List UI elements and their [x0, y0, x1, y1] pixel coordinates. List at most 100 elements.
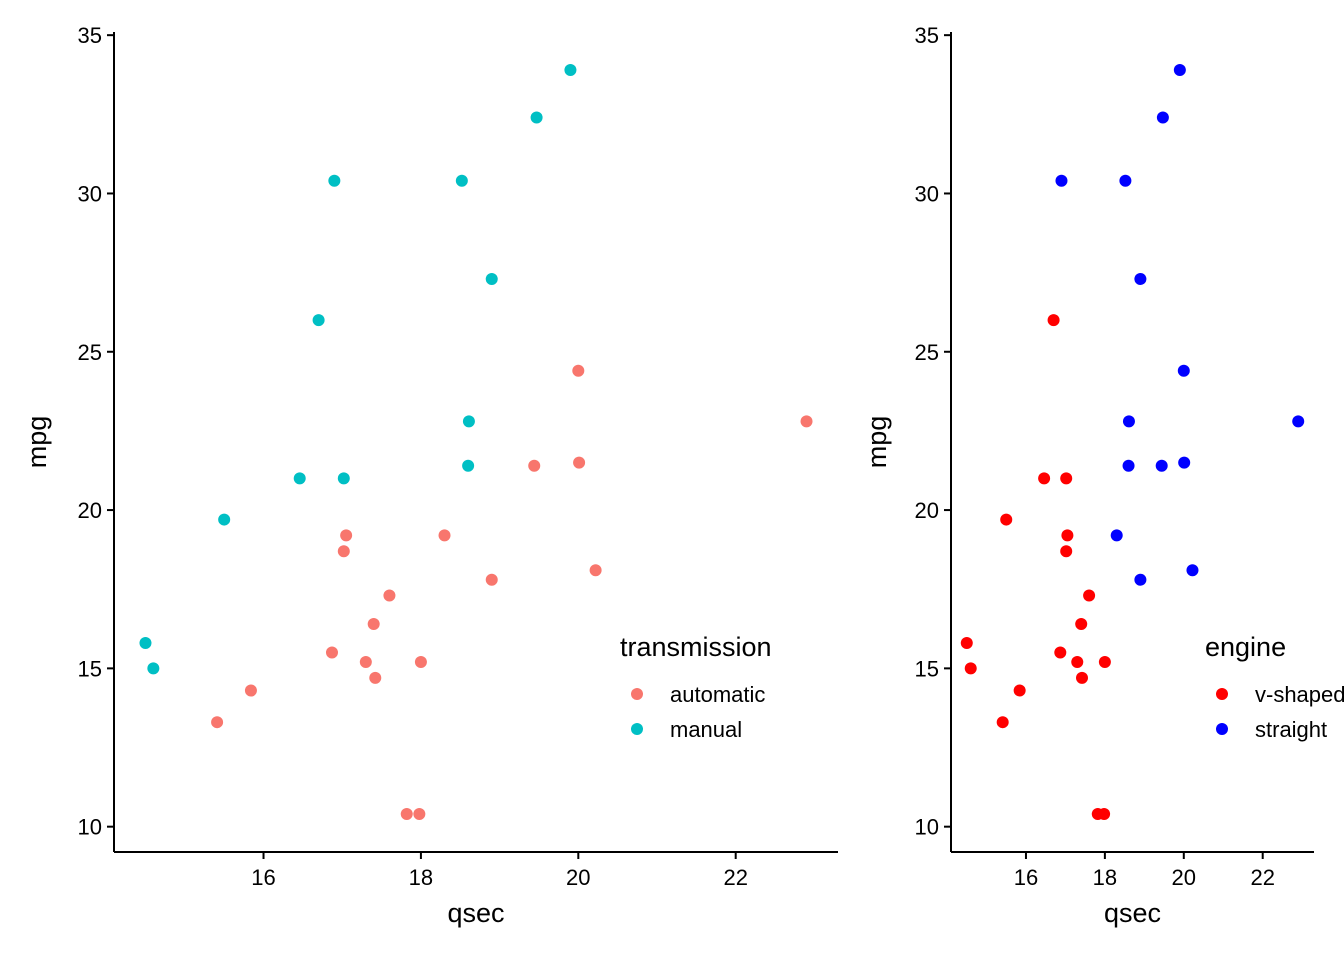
- data-point: [1177, 364, 1190, 377]
- y-axis-title: mpg: [22, 416, 52, 469]
- data-point: [359, 656, 372, 669]
- data-point: [211, 716, 224, 729]
- data-point: [147, 662, 160, 675]
- data-point: [1060, 545, 1073, 558]
- data-point: [462, 459, 475, 472]
- legend-key: [1216, 723, 1228, 735]
- data-point: [383, 589, 396, 602]
- data-point: [1047, 314, 1060, 327]
- data-point: [1000, 513, 1013, 526]
- data-point: [1013, 684, 1026, 697]
- data-point: [369, 671, 382, 684]
- legend-key: [631, 688, 643, 700]
- data-point: [1071, 656, 1084, 669]
- y-tick-label: 25: [78, 340, 102, 365]
- y-tick-label: 30: [78, 181, 102, 206]
- data-point: [1083, 589, 1096, 602]
- y-tick-label: 20: [78, 498, 102, 523]
- data-point: [1098, 808, 1111, 821]
- x-tick-label: 22: [1250, 865, 1274, 890]
- data-point: [1134, 272, 1147, 285]
- data-point: [1038, 472, 1051, 485]
- data-point: [572, 364, 585, 377]
- data-point: [996, 716, 1009, 729]
- x-axis-title: qsec: [1104, 898, 1161, 928]
- x-axis-title: qsec: [447, 898, 504, 928]
- legend-key: [1216, 688, 1228, 700]
- data-point: [1292, 415, 1305, 428]
- legend-label: manual: [670, 717, 742, 742]
- data-point: [413, 808, 426, 821]
- data-point: [328, 174, 341, 187]
- y-tick-label: 10: [915, 815, 939, 840]
- data-point: [960, 637, 973, 650]
- data-point: [400, 808, 413, 821]
- data-point: [564, 63, 577, 76]
- y-tick-label: 35: [78, 23, 102, 48]
- x-tick-label: 16: [1014, 865, 1038, 890]
- x-tick-label: 22: [723, 865, 747, 890]
- y-tick-label: 15: [915, 656, 939, 681]
- legend-label: v-shaped: [1255, 682, 1344, 707]
- y-tick-label: 15: [78, 656, 102, 681]
- legend-key: [631, 723, 643, 735]
- data-point: [244, 684, 257, 697]
- legend-title: transmission: [620, 632, 772, 662]
- data-point: [589, 564, 602, 577]
- data-point: [1155, 459, 1168, 472]
- data-point: [1156, 111, 1169, 124]
- data-point: [528, 459, 541, 472]
- data-point: [312, 314, 325, 327]
- y-tick-label: 25: [915, 340, 939, 365]
- legend-label: straight: [1255, 717, 1327, 742]
- data-point: [1119, 174, 1132, 187]
- panel-transmission: 10 15 20 25 30 35 16 18 20 22 qsec mpg transmission a…: [22, 23, 838, 928]
- legend-label: automatic: [670, 682, 765, 707]
- data-point: [455, 174, 468, 187]
- data-point: [573, 456, 586, 469]
- data-point: [139, 637, 152, 650]
- y-tick-label: 20: [915, 498, 939, 523]
- data-point: [340, 529, 353, 542]
- x-tick-label: 20: [566, 865, 590, 890]
- data-point: [1110, 529, 1123, 542]
- data-point: [1055, 174, 1068, 187]
- data-point: [1186, 564, 1199, 577]
- data-point: [1061, 529, 1074, 542]
- data-point: [1178, 456, 1191, 469]
- data-point: [1134, 573, 1147, 586]
- x-tick-label: 16: [251, 865, 275, 890]
- data-point: [1122, 459, 1135, 472]
- data-point: [800, 415, 813, 428]
- data-point: [1075, 618, 1088, 631]
- panel-engine: 10 15 20 25 30 35 16 18 20 22 qsec mpg engine v-shape…: [862, 23, 1344, 928]
- data-point: [485, 272, 498, 285]
- legend-title: engine: [1205, 632, 1286, 662]
- y-tick-label: 10: [78, 815, 102, 840]
- data-point: [337, 472, 350, 485]
- data-point: [337, 545, 350, 558]
- data-point: [325, 646, 338, 659]
- y-tick-label: 35: [915, 23, 939, 48]
- data-point: [1173, 63, 1186, 76]
- data-point: [1075, 671, 1088, 684]
- y-tick-label: 30: [915, 181, 939, 206]
- data-point: [438, 529, 451, 542]
- data-point: [218, 513, 231, 526]
- data-point: [485, 573, 498, 586]
- data-point: [1098, 656, 1111, 669]
- x-tick-label: 18: [409, 865, 433, 890]
- data-point: [530, 111, 543, 124]
- y-axis-title: mpg: [862, 416, 892, 469]
- data-point: [1122, 415, 1135, 428]
- data-point: [1054, 646, 1067, 659]
- x-tick-label: 20: [1172, 865, 1196, 890]
- data-point: [293, 472, 306, 485]
- data-point: [1060, 472, 1073, 485]
- data-point: [367, 618, 380, 631]
- data-point: [414, 656, 427, 669]
- data-point: [964, 662, 977, 675]
- data-point: [462, 415, 475, 428]
- x-tick-label: 18: [1093, 865, 1117, 890]
